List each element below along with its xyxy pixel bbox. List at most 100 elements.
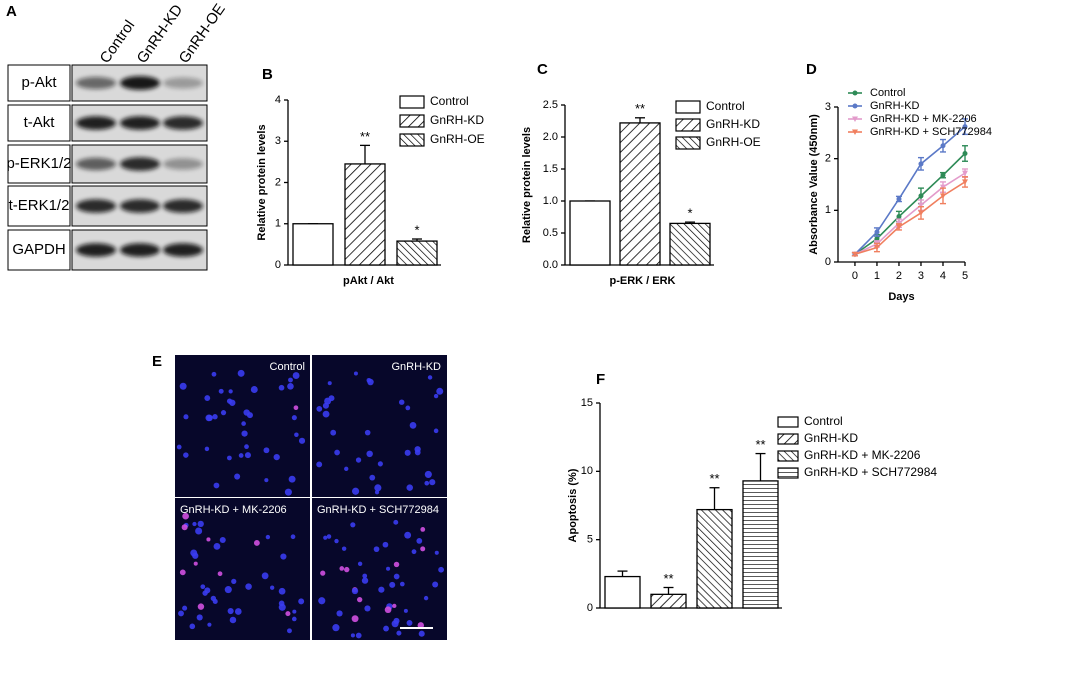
cell	[287, 628, 292, 634]
x-tick-label: 2	[896, 270, 902, 282]
marker	[962, 124, 968, 130]
band	[76, 116, 116, 130]
cell	[285, 611, 291, 617]
cell	[298, 598, 305, 605]
cell	[284, 488, 292, 496]
bar	[604, 575, 641, 609]
cell	[288, 475, 296, 483]
marker	[896, 196, 902, 202]
cell	[226, 455, 232, 461]
cell	[411, 549, 417, 555]
significance: *	[414, 222, 419, 237]
cell	[290, 534, 296, 540]
cell	[318, 597, 326, 605]
marker	[873, 245, 880, 251]
cell	[244, 452, 251, 459]
band	[120, 243, 160, 257]
x-tick-label: 3	[918, 270, 924, 282]
cell	[182, 512, 189, 520]
cell	[418, 630, 425, 637]
legend-swatch	[777, 416, 799, 428]
cell	[386, 566, 391, 571]
cell	[341, 546, 347, 551]
cell	[391, 620, 399, 628]
legend-marker	[852, 116, 858, 122]
bar	[742, 480, 779, 609]
x-tick-label: 5	[962, 270, 968, 282]
marker	[917, 202, 924, 209]
cell	[192, 552, 199, 559]
cell	[229, 616, 237, 624]
cell	[399, 581, 405, 587]
band	[120, 116, 160, 130]
cell	[220, 410, 227, 416]
cell	[396, 630, 402, 636]
cell	[323, 535, 328, 540]
x-axis-label: p-ERK / ERK	[610, 275, 676, 287]
band	[120, 76, 160, 90]
cell	[434, 550, 439, 555]
cell	[404, 531, 412, 539]
cell	[241, 430, 248, 437]
cell	[406, 619, 413, 626]
band	[163, 116, 203, 130]
legend-label: GnRH-KD + MK-2206	[870, 113, 977, 125]
cell	[213, 542, 221, 550]
significance: **	[635, 101, 645, 116]
row-label: p-ERK1/2	[6, 155, 71, 172]
panel-letter: F	[596, 371, 605, 388]
cell	[263, 447, 270, 454]
band	[76, 76, 116, 90]
cell	[405, 405, 411, 411]
cell	[398, 399, 405, 405]
legend-swatch	[777, 450, 799, 462]
cell	[218, 388, 224, 394]
cell	[366, 377, 372, 383]
cell	[420, 546, 426, 552]
bar	[396, 240, 438, 266]
cell	[427, 375, 433, 380]
cell	[316, 461, 323, 468]
y-tick-label: 2	[825, 153, 831, 165]
row-label-box	[7, 185, 71, 227]
cell	[193, 561, 198, 566]
cell	[192, 521, 197, 527]
cell	[384, 606, 392, 614]
y-tick-label: 1	[275, 218, 281, 230]
cell	[383, 625, 389, 632]
cell	[420, 527, 426, 532]
tile-label: GnRH-KD + MK-2206	[180, 504, 287, 516]
cell	[205, 414, 213, 422]
cell	[339, 566, 345, 571]
cell	[219, 536, 226, 544]
cell	[327, 381, 332, 386]
significance: **	[663, 571, 673, 586]
cell	[403, 608, 408, 613]
legend-label: GnRH-KD	[706, 117, 760, 131]
microscopy: E Control GnRH-KD GnRH-KD + MK-2206 GnRH-KD…	[152, 353, 447, 640]
cell	[414, 446, 421, 453]
cell	[433, 428, 439, 434]
legend-label: GnRH-KD + SCH772984	[870, 126, 992, 138]
image-tile	[312, 355, 447, 497]
y-tick-label: 5	[587, 534, 593, 546]
cell	[334, 449, 340, 456]
legend-label: GnRH-KD + MK-2206	[804, 448, 921, 462]
band	[76, 157, 116, 171]
cell	[361, 577, 369, 584]
cell	[355, 632, 362, 639]
cell	[200, 584, 206, 590]
cell	[298, 437, 306, 444]
cell	[189, 623, 196, 630]
tile-label: Control	[270, 361, 305, 373]
cell	[344, 566, 350, 573]
marker	[874, 229, 880, 235]
cell	[320, 570, 326, 576]
y-tick-label: 0.0	[543, 259, 558, 271]
cell	[350, 522, 356, 528]
band	[163, 158, 203, 170]
cell	[423, 595, 429, 601]
y-tick-label: 2	[275, 176, 281, 188]
y-tick-label: 4	[275, 94, 281, 106]
cell	[432, 581, 439, 588]
